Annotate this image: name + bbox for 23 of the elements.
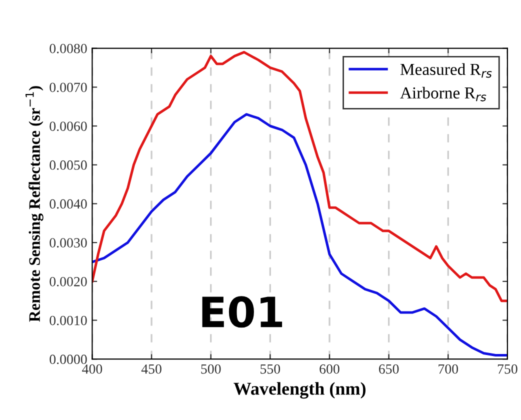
y-tick-label: 0.0040	[50, 199, 87, 209]
x-tick-label: 750	[498, 364, 518, 374]
legend-label: Airborne R$_{rs}$	[400, 86, 486, 102]
y-tick-label: 0.0060	[50, 122, 87, 132]
x-tick-label: 550	[260, 364, 280, 374]
y-tick-label: 0.0020	[50, 276, 87, 286]
y-tick-label: 0.0070	[50, 82, 87, 92]
x-tick-label: 400	[82, 364, 102, 374]
y-tick-label: 0.0000	[50, 354, 87, 364]
x-tick-label: 650	[378, 364, 399, 374]
y-tick-label: 0.0030	[50, 238, 87, 248]
y-tick-label: 0.0050	[50, 160, 87, 170]
y-axis-title: Remote Sensing Reflectance (sr$^{−1}$)	[26, 86, 44, 322]
x-tick-label: 700	[438, 364, 458, 374]
x-tick-label: 500	[201, 364, 221, 374]
x-tick-label: 600	[320, 364, 340, 374]
annotation: E01	[202, 296, 282, 328]
line-series	[92, 113, 508, 356]
x-tick-label: 450	[141, 364, 162, 374]
x-axis-title: Wavelength (nm)	[234, 382, 366, 399]
y-tick-label: 0.0010	[50, 316, 87, 326]
y-tick-label: 0.0080	[50, 44, 87, 54]
legend-label: Measured R$_{rs}$	[400, 63, 492, 78]
